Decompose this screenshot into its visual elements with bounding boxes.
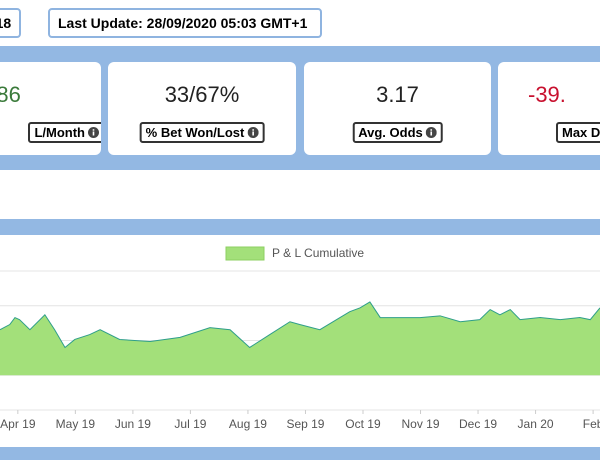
label-text: L/Month (34, 125, 85, 140)
card-label: % Bet Won/Lost (139, 122, 265, 143)
card-label: Avg. Odds (352, 122, 443, 143)
x-tick-label: Aug 19 (229, 417, 267, 431)
x-tick-label: Jun 19 (115, 417, 151, 431)
chart-band (0, 447, 600, 460)
x-tick-label: Dec 19 (459, 417, 497, 431)
card: 3.17 Avg. Odds (304, 62, 491, 155)
card-value: -39. (528, 82, 566, 107)
year-box[interactable]: 2018 (0, 8, 22, 38)
label-text: Avg. Odds (358, 125, 423, 140)
x-tick-label: Feb (583, 417, 600, 431)
x-tick-label: Oct 19 (345, 417, 381, 431)
x-tick-label: Apr 19 (0, 417, 36, 431)
legend-swatch (225, 246, 265, 261)
info-icon[interactable] (247, 127, 259, 138)
card-label: L/Month (28, 122, 101, 143)
label-text: % Bet Won/Lost (145, 125, 245, 140)
x-tick-label: May 19 (56, 417, 96, 431)
x-tick-label: Jan 20 (518, 417, 554, 431)
card: -39. Max D (498, 62, 600, 155)
card-value: 3.17 (376, 82, 419, 107)
x-tick-label: Sep 19 (286, 417, 324, 431)
label-text: Max D (562, 125, 600, 140)
card-label: Max D (556, 122, 600, 143)
chart-band (0, 219, 600, 235)
card: 4.86 L/Month (0, 62, 101, 155)
legend-label: P & L Cumulative (272, 246, 364, 260)
info-icon[interactable] (88, 127, 99, 138)
info-icon[interactable] (425, 127, 437, 138)
chart: Apr 19 May 19 Jun 19 Jul 19 Aug 19 Sep 19 Oct … (0, 246, 600, 431)
card-value: 33/67% (164, 82, 240, 107)
last-update: Last Update: 28/09/2020 05:03 GMT+1 (48, 8, 322, 38)
line (0, 301, 600, 349)
x-tick-label: Jul 19 (174, 417, 206, 431)
card: 33/67% % Bet Won/Lost (108, 62, 296, 155)
area (0, 301, 600, 376)
card-value: 4.86 (0, 82, 21, 107)
x-tick-label: Nov 19 (402, 417, 440, 431)
